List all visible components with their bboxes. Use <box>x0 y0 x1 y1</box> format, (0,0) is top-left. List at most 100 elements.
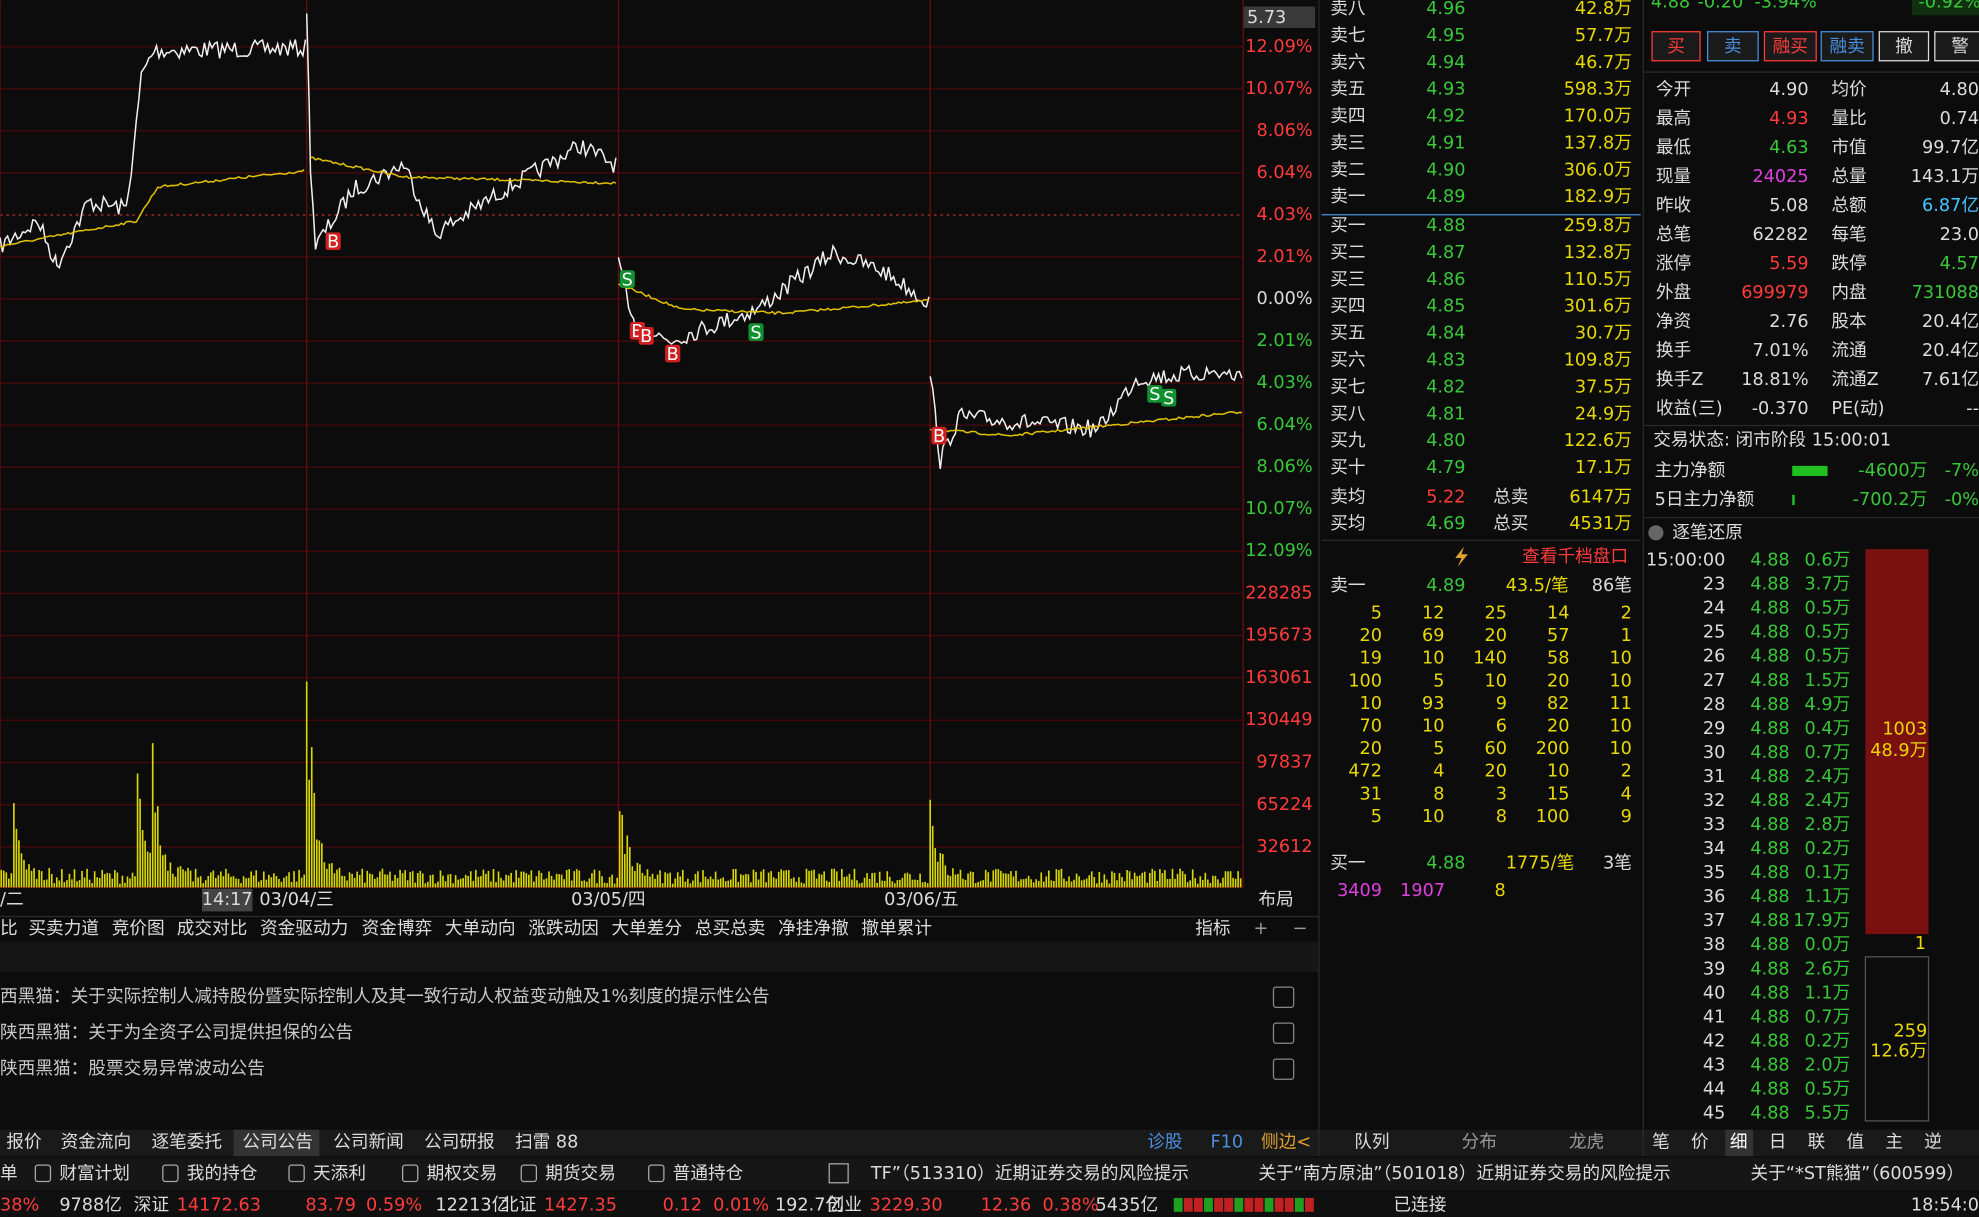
stat-value: 4.93 <box>1769 109 1808 129</box>
indicator-tool[interactable]: 指标 <box>1195 918 1230 939</box>
news-ticker[interactable]: 关于“*ST熊猫”（600599） <box>1751 1163 1965 1184</box>
trade-button-label[interactable]: 撤 <box>1895 36 1913 57</box>
ask-price: 4.90 <box>1426 160 1465 180</box>
bid-volume: 24.9万 <box>1575 404 1632 424</box>
average-line <box>0 169 305 248</box>
depth-cell: 20 <box>1484 626 1506 646</box>
depth-cell: 70 <box>1360 717 1382 737</box>
trade-button[interactable] <box>1707 31 1759 62</box>
depth-link[interactable]: 查看千档盘口 <box>1522 546 1628 567</box>
queue-tab[interactable]: 龙虎 <box>1569 1131 1604 1152</box>
indicator-tab[interactable]: 总买总卖 <box>695 918 766 939</box>
task-item[interactable]: 期货交易 <box>545 1163 616 1184</box>
trade-button[interactable] <box>1820 31 1874 62</box>
bottom-tab[interactable]: 公司研报 <box>424 1131 495 1152</box>
indicator-tab[interactable]: 撤单累计 <box>861 918 932 939</box>
indicator-tab[interactable]: 资金博弈 <box>362 918 433 939</box>
price-axis-label: 8.06% <box>1257 457 1313 477</box>
trade-button[interactable] <box>1934 31 1979 62</box>
task-item[interactable]: 普通持仓 <box>673 1163 744 1184</box>
trade-button-label[interactable]: 警 <box>1951 36 1969 57</box>
right-tab[interactable]: 日 <box>1769 1132 1787 1152</box>
depth-cell: 8 <box>1496 807 1507 827</box>
bid-label: 买十 <box>1330 457 1365 478</box>
depth-cell: 10 <box>1360 694 1382 714</box>
queue-tab[interactable]: 分布 <box>1462 1131 1497 1152</box>
news-ticker[interactable]: 关于“南方原油”（501018）近期证券交易的风险提示 <box>1258 1163 1670 1184</box>
announcement[interactable]: 陕西黑猫：股票交易异常波动公告 <box>0 1058 265 1079</box>
indicator-tool[interactable]: + <box>1253 919 1268 939</box>
indicator-tab[interactable]: 涨跌动因 <box>528 918 599 939</box>
right-tab[interactable]: 主 <box>1885 1131 1903 1152</box>
indicator-tool[interactable]: − <box>1293 919 1308 939</box>
bid-price: 4.88 <box>1426 216 1465 236</box>
tick-time: 36 <box>1703 887 1725 907</box>
trade-button-label[interactable]: 买 <box>1667 37 1685 57</box>
bottom-link[interactable]: 诊股 <box>1147 1131 1183 1152</box>
breadth-cell <box>1234 1197 1244 1212</box>
tick-price: 4.88 <box>1750 1031 1789 1051</box>
buy-block-count: 1003 <box>1882 720 1927 740</box>
sell-block <box>1864 956 1930 1122</box>
tick-volume: 4.9万 <box>1805 695 1851 715</box>
right-tab[interactable]: 值 <box>1846 1131 1864 1152</box>
time-axis-label: 03/04/三 <box>259 890 334 910</box>
tick-price: 4.88 <box>1750 1007 1789 1027</box>
announcement[interactable]: 陕西黑猫：关于为全资子公司提供担保的公告 <box>0 1022 353 1043</box>
volume-bars <box>0 681 1242 888</box>
right-tab[interactable]: 笔 <box>1652 1131 1670 1152</box>
indicator-tab[interactable]: 资金驱动力 <box>260 918 348 939</box>
task-item[interactable]: 天添利 <box>313 1163 366 1184</box>
bottom-link[interactable]: F10 <box>1210 1132 1243 1152</box>
task-item[interactable]: 财富计划 <box>59 1163 130 1184</box>
indicator-tab[interactable]: 大单动向 <box>445 918 516 939</box>
depth-cell: 25 <box>1484 604 1506 624</box>
trade-marker-label: B <box>640 327 652 347</box>
trade-button[interactable] <box>1651 31 1701 62</box>
depth-cell: 10 <box>1422 649 1444 669</box>
stat-label: 净资 <box>1656 311 1691 332</box>
market-item: 3229.30 <box>870 1195 943 1215</box>
bottom-tab[interactable]: 扫雷 88 <box>515 1131 578 1152</box>
right-tab[interactable]: 逆 <box>1924 1131 1942 1152</box>
breadth-cell <box>1305 1197 1314 1212</box>
trade-button-label[interactable]: 融卖 <box>1829 36 1864 57</box>
tick-volume: 0.5万 <box>1805 647 1851 667</box>
indicator-tab[interactable]: 成交对比 <box>177 918 248 939</box>
trade-button[interactable] <box>1763 31 1817 62</box>
bottom-tab[interactable]: 报价 <box>6 1131 42 1152</box>
trade-button-label[interactable]: 融买 <box>1773 36 1808 57</box>
bottom-tab[interactable]: 逐笔委托 <box>151 1131 222 1152</box>
indicator-tab[interactable]: 净挂净撤 <box>778 918 849 939</box>
bottom-tab[interactable]: 公司新闻 <box>333 1131 404 1152</box>
breadth-cell <box>1193 1197 1203 1212</box>
right-tab[interactable]: 价 <box>1691 1132 1709 1152</box>
market-item: 5435亿 <box>1096 1194 1159 1215</box>
indicator-tab[interactable]: 比 <box>0 918 18 939</box>
stat-label: 流通 <box>1831 340 1867 361</box>
task-item[interactable]: 期权交易 <box>427 1163 498 1184</box>
volume-axis-label: 32612 <box>1256 837 1312 857</box>
tab-selected <box>233 1129 320 1157</box>
indicator-tab[interactable]: 买卖力道 <box>28 918 99 939</box>
task-item[interactable]: 单 <box>0 1163 18 1184</box>
announcement[interactable]: 西黑猫：关于实际控制人减持股份暨实际控制人及其一致行动人权益变动触及1%刻度的提… <box>0 986 770 1007</box>
bottom-tab[interactable]: 公司公告 <box>242 1131 313 1152</box>
bottom-link[interactable]: 侧边< <box>1261 1131 1311 1152</box>
ask-label: 卖五 <box>1330 79 1365 100</box>
indicator-tab[interactable]: 竞价图 <box>112 918 165 939</box>
trade-button-label[interactable]: 卖 <box>1724 36 1742 57</box>
indicator-tab[interactable]: 大单差分 <box>611 918 682 939</box>
trade-button[interactable] <box>1878 31 1930 62</box>
tick-time: 38 <box>1703 935 1725 955</box>
average-line <box>929 410 1242 437</box>
tick-time: 23 <box>1703 575 1725 595</box>
task-item[interactable]: 我的持仓 <box>187 1163 258 1184</box>
tick-time: 26 <box>1703 647 1725 667</box>
right-tab[interactable]: 联 <box>1808 1131 1826 1152</box>
queue-tab[interactable]: 队列 <box>1354 1131 1389 1152</box>
right-tab[interactable]: 细 <box>1730 1131 1748 1152</box>
bottom-tab[interactable]: 资金流向 <box>61 1131 132 1152</box>
news-ticker[interactable]: TF”（513310）近期证券交易的风险提示 <box>870 1163 1189 1184</box>
